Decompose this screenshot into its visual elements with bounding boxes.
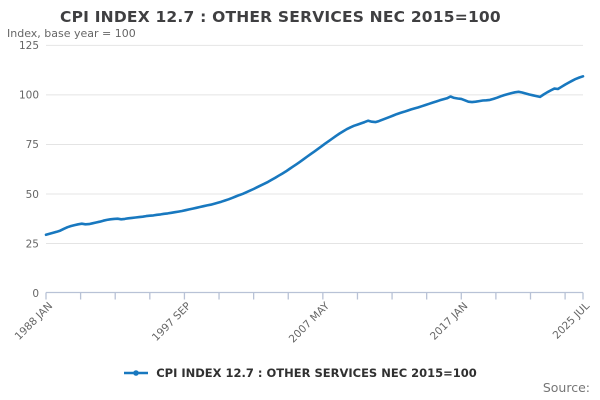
chart-subtitle: Index, base year = 100 [7,27,136,40]
x-tick-label: 1997 SEP [150,300,194,344]
legend: CPI INDEX 12.7 : OTHER SERVICES NEC 2015… [0,365,600,381]
chart-title: CPI INDEX 12.7 : OTHER SERVICES NEC 2015… [60,8,501,26]
x-tick-label: 2007 MAY [287,300,333,346]
y-tick-label: 125 [19,40,39,52]
legend-line-dot-icon [124,370,149,376]
x-tick-label: 2017 JAN [428,300,470,342]
y-tick-label: 0 [32,288,39,300]
legend-label: CPI INDEX 12.7 : OTHER SERVICES NEC 2015… [156,366,477,380]
x-tick-label: 2025 JUL [551,300,593,342]
source-label: Source: [542,380,590,395]
y-tick-label: 100 [19,90,39,102]
x-tick-label: 1988 JAN [13,300,55,342]
y-tick-label: 50 [26,189,39,201]
y-tick-label: 25 [26,238,39,250]
data-line-cpi-series [44,75,585,237]
y-tick-label: 75 [26,139,39,151]
